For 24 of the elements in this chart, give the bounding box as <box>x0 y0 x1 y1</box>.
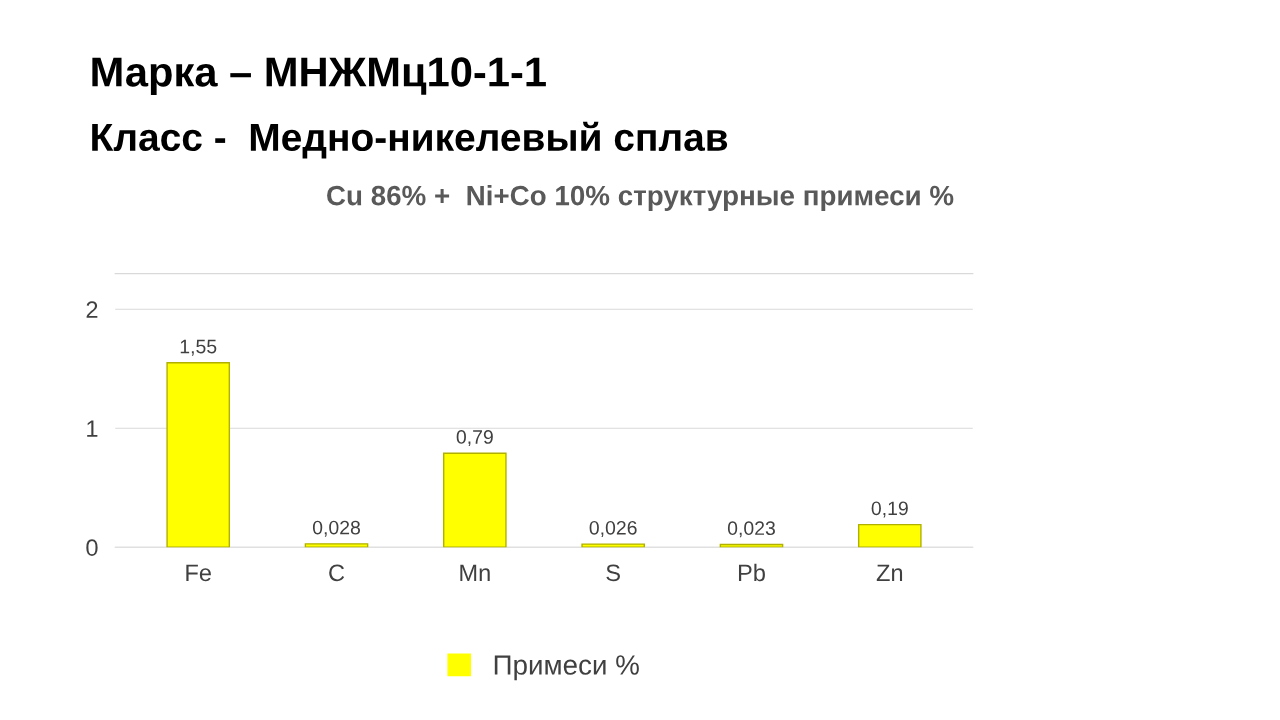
data-label: 0,19 <box>871 501 908 518</box>
x-tick-label: Fe <box>186 564 211 582</box>
bar <box>166 362 231 548</box>
x-tick-label: C <box>329 564 345 582</box>
bar <box>443 452 507 548</box>
chart-title: Марка – МНЖМц10-1-1 <box>92 57 546 96</box>
x-tick-label: S <box>606 564 620 582</box>
legend-label: Примеси % <box>494 655 639 681</box>
x-tick-label: Pb <box>738 563 765 582</box>
x-tick-label: Mn <box>460 564 490 581</box>
data-label: 0,023 <box>727 521 775 538</box>
y-tick-label: 0 <box>86 539 98 556</box>
x-tick-label: Zn <box>876 564 903 581</box>
y-tick-label: 2 <box>86 301 98 318</box>
y-tick-label: 1 <box>87 420 98 437</box>
bar <box>581 543 645 548</box>
bar <box>857 523 922 548</box>
chart-subtitle: Класс - Медно-никелевый сплав <box>92 121 728 159</box>
data-label: 1,55 <box>180 339 217 356</box>
text: Cu 86% + Ni+Co 10% структурные примеси % <box>327 185 954 211</box>
data-label: 0,026 <box>589 520 637 538</box>
data-label: 0,028 <box>312 520 360 537</box>
bar <box>304 543 369 548</box>
data-label: 0,79 <box>456 430 493 447</box>
